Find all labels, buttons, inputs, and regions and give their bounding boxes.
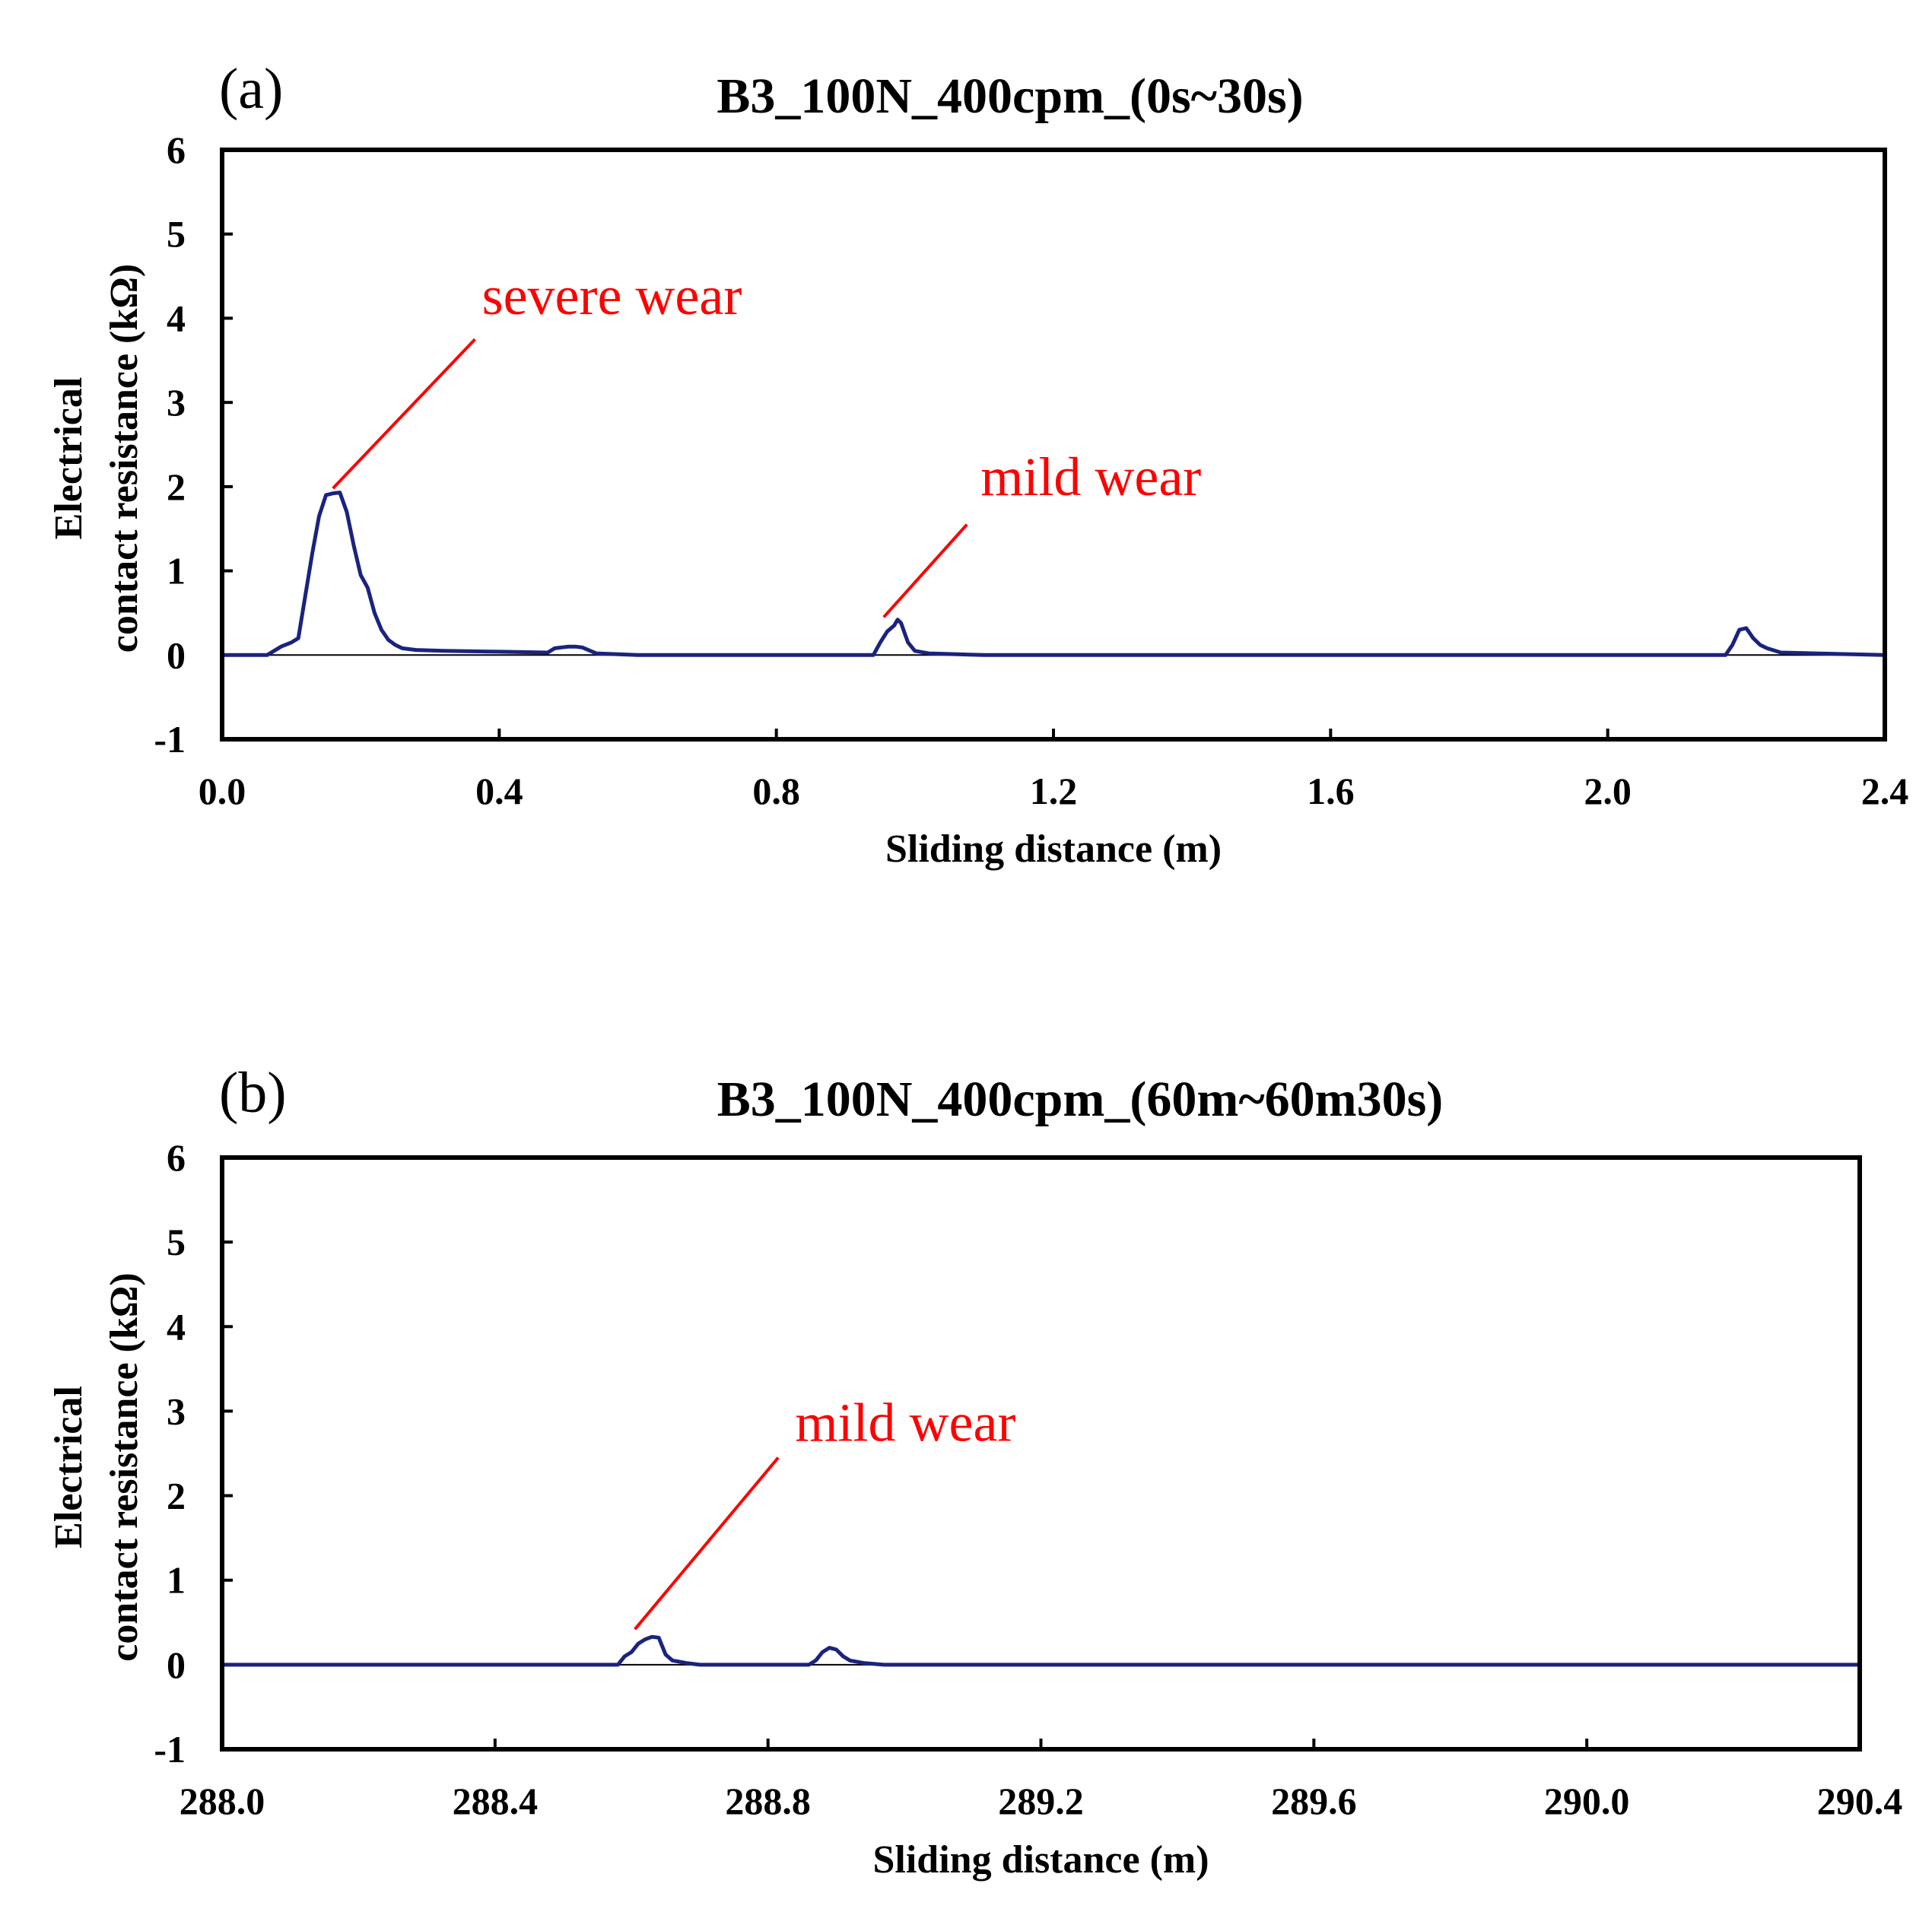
y-tick-label: 1 bbox=[167, 1559, 186, 1602]
y-tick-label: 5 bbox=[167, 213, 186, 256]
y-tick-label: -1 bbox=[154, 718, 186, 761]
plot-frame bbox=[220, 1155, 1862, 1752]
chart-panel-a: (a) B3_100N_400cpm_(0s~30s) 6 5 4 3 2 1 0 -1 0.0 0.… bbox=[47, 57, 1908, 871]
x-tick-label: 2.4 bbox=[1861, 770, 1909, 812]
x-tick-label: 0.4 bbox=[475, 770, 523, 812]
x-tick-label: 290.0 bbox=[1544, 1780, 1630, 1822]
x-tick-label: 288.0 bbox=[180, 1780, 265, 1822]
panel-label: (a) bbox=[219, 57, 283, 121]
y-tick-label: 6 bbox=[167, 1136, 186, 1179]
y-axis-title-line2: contact resistance (kΩ) bbox=[103, 1272, 146, 1661]
annotation-label: mild wear bbox=[796, 1392, 1016, 1453]
y-tick-label: 6 bbox=[167, 129, 186, 171]
panel-label: (b) bbox=[219, 1061, 287, 1125]
y-axis-title-line2: contact resistance (kΩ) bbox=[103, 264, 146, 653]
chart-title: B3_100N_400cpm_(60m~60m30s) bbox=[717, 1072, 1444, 1127]
annotation-leader-line bbox=[882, 523, 968, 618]
plot-frame bbox=[220, 148, 1887, 742]
y-tick-label: 1 bbox=[167, 550, 186, 592]
x-tick-label: 1.2 bbox=[1030, 770, 1078, 812]
annotation-label: mild wear bbox=[980, 446, 1201, 507]
y-tick-label: 3 bbox=[167, 381, 186, 424]
annotation-leader-line bbox=[634, 1456, 780, 1631]
y-tick-label: 0 bbox=[167, 634, 186, 676]
x-tick-label: 2.0 bbox=[1584, 770, 1632, 812]
annotation-leader-line bbox=[332, 338, 476, 490]
annotation-label: severe wear bbox=[482, 265, 742, 326]
x-tick-label: 0.8 bbox=[752, 770, 800, 812]
y-tick-label: 0 bbox=[167, 1644, 186, 1686]
y-axis-title-line1: Electrical bbox=[47, 377, 91, 540]
x-tick-label: 288.8 bbox=[725, 1780, 811, 1822]
y-tick-label: 4 bbox=[167, 297, 186, 339]
y-tick-label: 2 bbox=[167, 465, 186, 508]
x-axis-title: Sliding distance (m) bbox=[885, 827, 1222, 871]
x-tick-label: 290.4 bbox=[1817, 1780, 1903, 1822]
y-tick-label: 2 bbox=[167, 1475, 186, 1517]
y-tick-label: 4 bbox=[167, 1305, 186, 1348]
y-axis-title-line1: Electrical bbox=[47, 1386, 91, 1548]
x-tick-label: 288.4 bbox=[453, 1780, 539, 1822]
x-tick-label: 1.6 bbox=[1307, 770, 1355, 812]
y-tick-label: -1 bbox=[154, 1728, 186, 1771]
chart-panel-b: (b) B3_100N_400cpm_(60m~60m30s) 6 5 4 3 2 1 0 -1 2… bbox=[47, 1061, 1902, 1882]
series-line bbox=[220, 491, 1887, 657]
x-tick-label: 289.2 bbox=[998, 1780, 1084, 1822]
x-tick-label: 0.0 bbox=[199, 770, 246, 812]
y-tick-label: 5 bbox=[167, 1221, 186, 1263]
x-tick-label: 289.6 bbox=[1271, 1780, 1357, 1822]
series-line bbox=[220, 1634, 1862, 1667]
x-axis-title: Sliding distance (m) bbox=[872, 1838, 1209, 1882]
y-tick-label: 3 bbox=[167, 1390, 186, 1432]
chart-title: B3_100N_400cpm_(0s~30s) bbox=[717, 68, 1303, 124]
